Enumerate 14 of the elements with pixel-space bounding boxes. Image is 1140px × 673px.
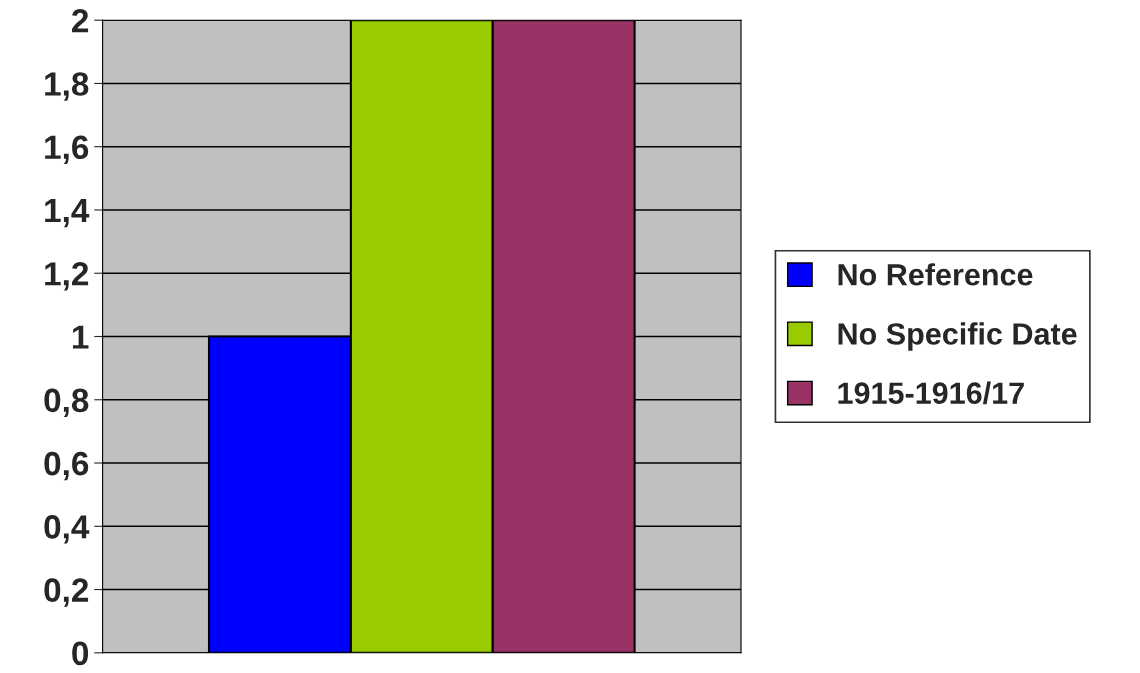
- y-tick-label: 0,8: [44, 388, 89, 417]
- y-tick-label: 2: [72, 8, 89, 33]
- legend-label: No Reference: [838, 263, 1033, 286]
- y-tick-label: 1: [72, 325, 89, 349]
- y-tick-label: 1,6: [45, 135, 89, 164]
- y-tick-label: 1,2: [45, 262, 89, 291]
- y-tick-label: 0,4: [44, 515, 90, 544]
- y-tick-label: 1,8: [45, 72, 89, 101]
- y-tick-label: 1,4: [45, 199, 90, 228]
- legend-label: No Specific Date: [838, 322, 1077, 351]
- y-tick-label: 0,6: [44, 451, 89, 481]
- legend-label: 1915-1916/17: [838, 381, 1024, 405]
- y-tick-label: 0,2: [44, 578, 89, 607]
- y-tick-label: 0: [72, 641, 89, 666]
